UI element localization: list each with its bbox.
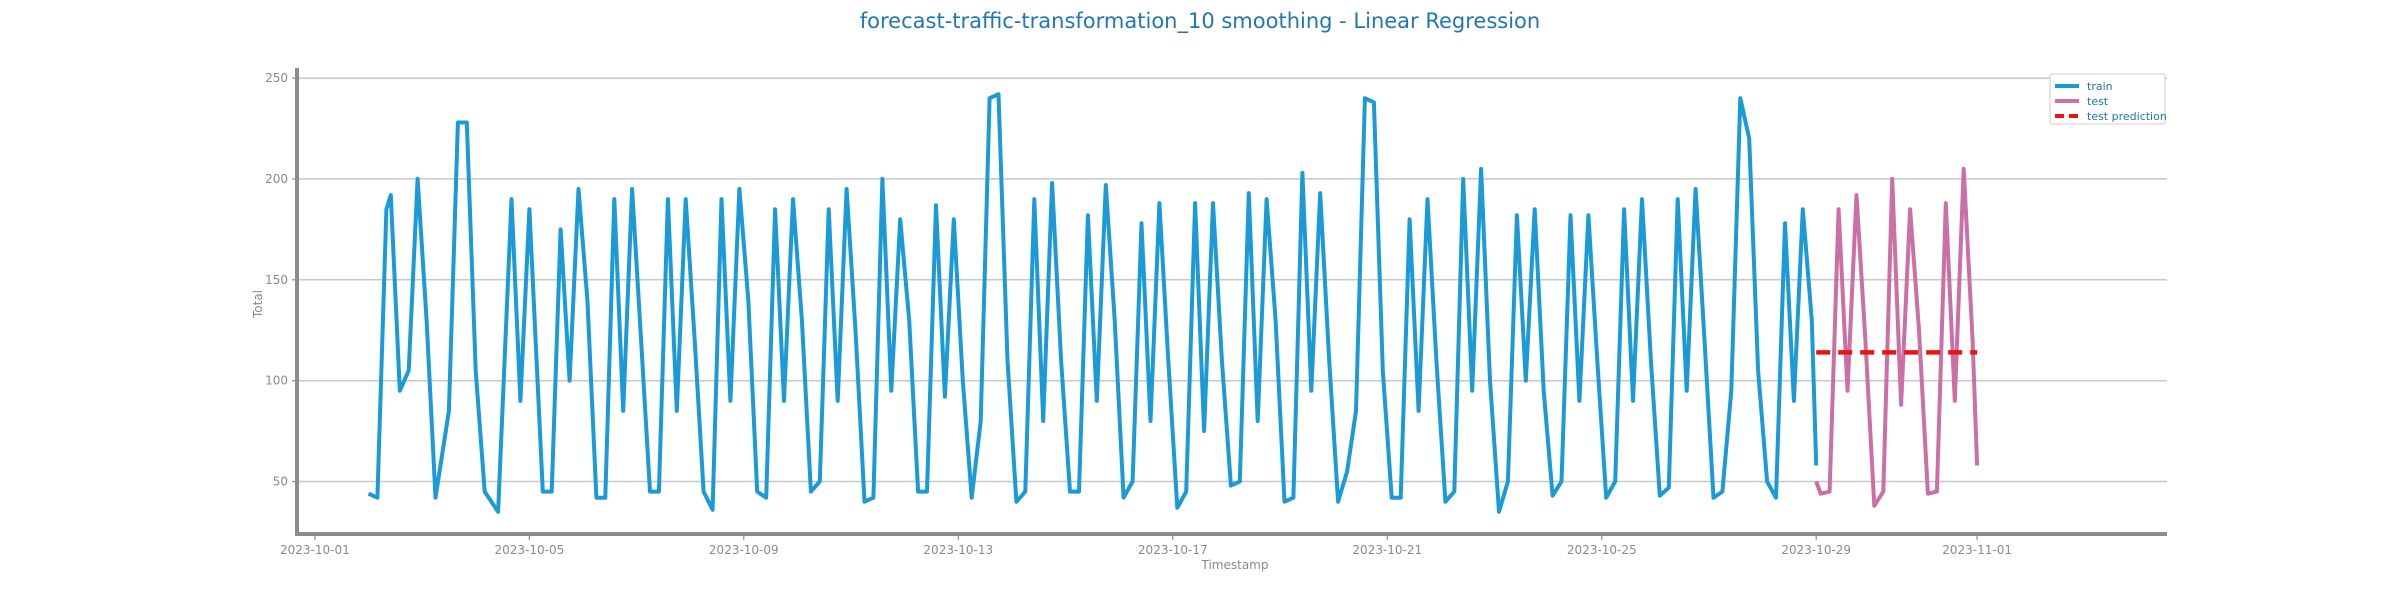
x-tick-label-2023-10-13: 2023-10-13 <box>923 543 993 557</box>
y-tick-label-150: 150 <box>265 273 288 287</box>
x-tick-label-2023-11-01: 2023-11-01 <box>1942 543 2012 557</box>
y-axis-label: Total <box>251 290 265 319</box>
x-tick-label-2023-10-01: 2023-10-01 <box>280 543 350 557</box>
x-tick-label-2023-10-05: 2023-10-05 <box>495 543 565 557</box>
x-tick-label-2023-10-09: 2023-10-09 <box>709 543 779 557</box>
series-line-train <box>367 92 1819 514</box>
y-tick-label-200: 200 <box>265 172 288 186</box>
legend-label-train: train <box>2087 80 2113 93</box>
legend: train test test prediction <box>2049 73 2167 125</box>
legend-label-test-prediction: test prediction <box>2087 110 2167 123</box>
legend-label-test: test <box>2087 95 2109 108</box>
x-tick-label-2023-10-17: 2023-10-17 <box>1138 543 1208 557</box>
plot-area <box>367 92 1980 514</box>
x-axis-label: Timestamp <box>1201 558 1269 572</box>
axes: 50 100 150 200 250 2023-10-01 2023-10-05 2023-1… <box>265 68 2167 557</box>
x-tick-label-2023-10-21: 2023-10-21 <box>1352 543 1422 557</box>
y-tick-label-100: 100 <box>265 374 288 388</box>
y-tick-label-250: 250 <box>265 71 288 85</box>
y-tick-label-50: 50 <box>273 475 288 489</box>
x-tick-label-2023-10-25: 2023-10-25 <box>1567 543 1637 557</box>
series-line-test <box>1814 166 1980 508</box>
x-tick-label-2023-10-29: 2023-10-29 <box>1781 543 1851 557</box>
chart-title: forecast-traffic-transformation_10 smoot… <box>860 9 1540 34</box>
